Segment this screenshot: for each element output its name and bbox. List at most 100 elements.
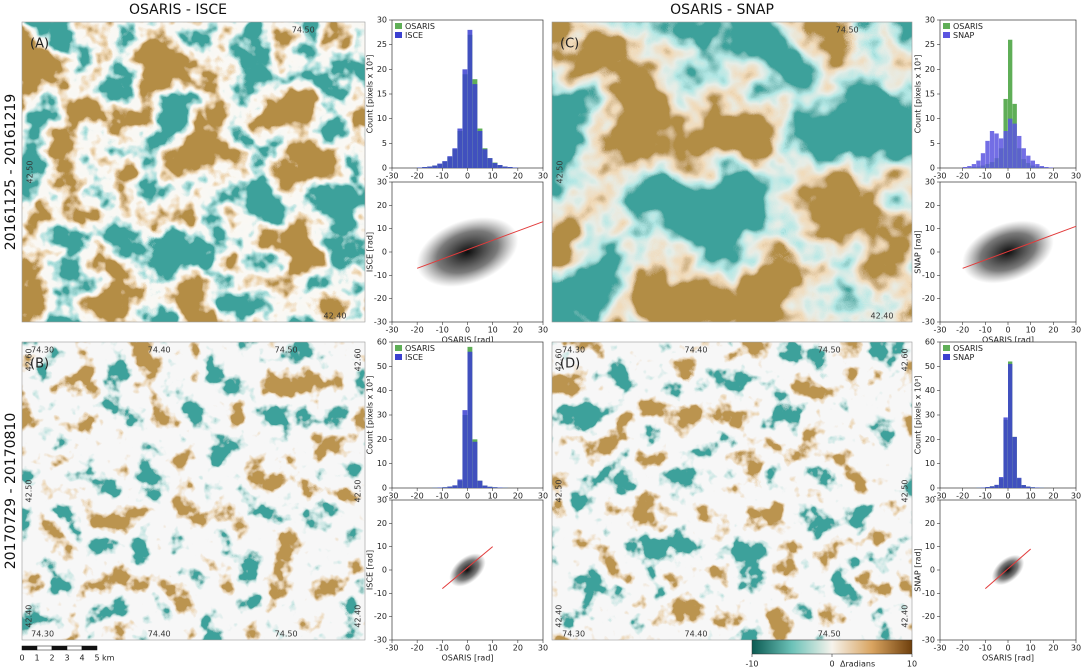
histogram-bar — [482, 485, 488, 488]
x-tick-label: 10 — [1026, 644, 1036, 653]
x-tick-label: 30 — [1071, 326, 1081, 335]
y-tick-label: 20 — [377, 201, 387, 210]
histogram-bar — [1021, 148, 1026, 168]
fit-line — [416, 221, 544, 269]
x-tick-label: 20 — [513, 644, 523, 653]
panel-label: (C) — [560, 37, 579, 52]
y-tick-label: 15 — [925, 90, 935, 99]
colorbar-tick-label: 0 — [829, 660, 834, 669]
colorbar-label: Δradians — [840, 660, 875, 669]
lon-label: 74.30 — [562, 630, 585, 639]
x-tick-label: -30 — [385, 644, 398, 653]
lon-label: 74.50 — [275, 346, 298, 355]
lat-label: 42.40 — [901, 605, 910, 628]
row-label: 20170729 - 20170810 — [3, 413, 19, 569]
legend-swatch — [943, 345, 950, 351]
x-tick-label: -20 — [411, 492, 424, 501]
lon-label: 74.40 — [148, 346, 171, 355]
y-tick-label: -30 — [922, 318, 935, 327]
point-density — [449, 553, 486, 587]
y-tick-label: 0 — [382, 484, 387, 493]
x-tick-label: 30 — [538, 172, 548, 181]
scalebar-label: 3 — [64, 654, 69, 663]
lon-label: 74.40 — [148, 630, 171, 639]
histogram-bar — [1044, 167, 1049, 168]
legend-swatch — [395, 23, 402, 29]
x-tick-label: 0 — [1005, 644, 1010, 653]
lat-label: 42.50 — [556, 161, 565, 184]
x-tick-label: 20 — [1048, 326, 1058, 335]
x-tick-label: 20 — [513, 326, 523, 335]
y-tick-label: -20 — [922, 294, 935, 303]
legend-swatch — [943, 354, 950, 360]
histogram-bar — [1008, 39, 1013, 168]
y-tick-label: 20 — [377, 519, 387, 528]
x-tick-label: 20 — [1048, 644, 1058, 653]
lat-label: 42.40 — [324, 312, 347, 321]
y-tick-label: 30 — [377, 16, 387, 25]
y-tick-label: -30 — [922, 636, 935, 645]
scalebar-segment — [36, 645, 53, 651]
y-tick-label: -30 — [374, 636, 387, 645]
y-axis-label: ISCE [rad] — [366, 550, 375, 590]
histogram-bar — [1030, 487, 1035, 488]
x-tick-label: -30 — [933, 492, 946, 501]
y-tick-label: -10 — [374, 589, 387, 598]
x-tick-label: -30 — [385, 492, 398, 501]
column-title: OSARIS - SNAP — [670, 2, 774, 18]
histogram-bar — [1008, 118, 1013, 168]
x-tick-label: 0 — [1005, 172, 1010, 181]
histogram-bar — [1030, 160, 1035, 168]
x-tick-label: -20 — [956, 172, 969, 181]
histogram-bar — [467, 351, 473, 488]
x-tick-label: -30 — [385, 172, 398, 181]
histogram-bar — [1026, 486, 1031, 488]
histogram-bar — [442, 161, 448, 168]
x-tick-label: 10 — [1026, 326, 1036, 335]
scalebar-segment — [66, 645, 83, 651]
histogram-bar — [1008, 363, 1013, 488]
y-tick-label: 30 — [925, 178, 935, 187]
y-tick-label: 20 — [377, 435, 387, 444]
y-tick-label: 30 — [925, 411, 935, 420]
y-tick-label: 60 — [377, 338, 387, 347]
y-axis-label: SNAP [rad] — [914, 548, 923, 591]
scalebar-unit: km — [102, 654, 115, 663]
legend-label: SNAP — [953, 353, 975, 362]
lon-label: 74.50 — [818, 630, 841, 639]
histogram-bar — [467, 29, 473, 168]
x-axis-label: OSARIS [rad] — [982, 654, 1034, 663]
histogram-bar — [980, 153, 986, 168]
legend-swatch — [395, 354, 402, 360]
histogram-bar — [1003, 417, 1008, 488]
y-tick-label: 10 — [925, 459, 935, 468]
x-tick-label: -30 — [933, 326, 946, 335]
histogram-bar — [487, 158, 493, 168]
legend-label: OSARIS — [405, 22, 435, 31]
histogram-bar — [482, 149, 488, 168]
lat-label: 42.50 — [25, 480, 34, 503]
histogram-bar — [457, 479, 463, 488]
y-tick-label: 10 — [377, 542, 387, 551]
y-tick-label: 0 — [382, 566, 387, 575]
column-title: OSARIS - ISCE — [129, 2, 227, 18]
histogram-bar — [985, 140, 990, 168]
y-axis-label: Count [pixels x 10³] — [914, 55, 923, 134]
y-tick-label: -10 — [922, 589, 935, 598]
y-tick-label: 10 — [377, 459, 387, 468]
lon-label: 74.40 — [685, 630, 708, 639]
y-tick-label: 20 — [925, 201, 935, 210]
legend-swatch — [395, 345, 402, 351]
y-tick-label: 10 — [377, 114, 387, 123]
histogram-bar — [492, 487, 498, 488]
histogram-bar — [1012, 123, 1017, 168]
colorbar — [751, 639, 913, 655]
lon-label: 74.30 — [31, 346, 54, 355]
histogram-bar — [994, 484, 999, 488]
y-tick-label: -10 — [374, 271, 387, 280]
x-axis-label: OSARIS [rad] — [441, 336, 493, 345]
y-tick-label: 40 — [925, 386, 935, 395]
y-tick-label: 0 — [382, 164, 387, 173]
y-tick-label: 0 — [930, 248, 935, 257]
histogram-bar — [994, 133, 999, 168]
